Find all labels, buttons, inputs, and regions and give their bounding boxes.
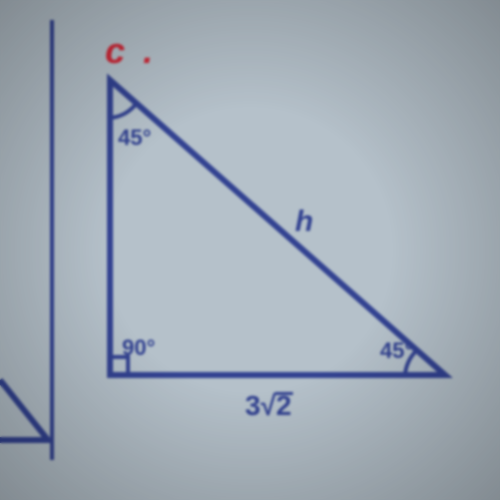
partial-triangle-left [0,370,50,460]
problem-label: c . [105,30,157,72]
base-label: 3√2 [245,390,292,422]
radical-symbol: √2 [261,390,292,422]
triangle-svg [100,70,470,430]
base-radicand: 2 [276,390,292,421]
hypotenuse-label: h [295,205,313,239]
angle-top-label: 45° [118,125,151,151]
triangle-diagram: 45° 90° 45° h 3√2 [100,70,470,430]
angle-bottom-right-label: 45° [380,338,413,364]
angle-right-label: 90° [122,335,155,361]
vertical-divider [50,20,54,460]
base-coeff: 3 [245,390,261,421]
